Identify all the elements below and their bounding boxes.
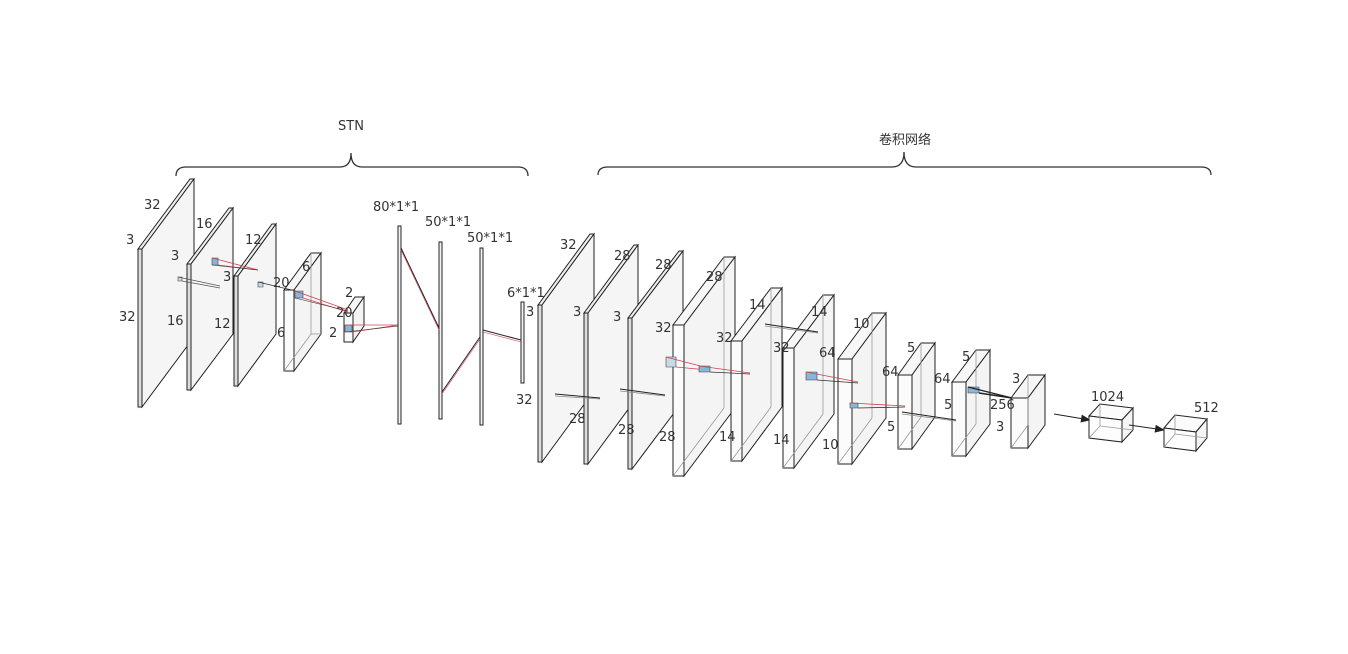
cnn-10-depth: 256 <box>990 398 1015 413</box>
stn-1-width: 32 <box>144 198 161 213</box>
cnn-6-height: 14 <box>773 433 790 448</box>
cnn-feature-map-10 <box>1010 373 1046 450</box>
cnn-1-kernel: 3 <box>573 305 581 320</box>
cnn-9-depth: 64 <box>934 372 951 387</box>
cnn-8-width: 5 <box>907 341 915 356</box>
fc-label-4: 6*1*1 <box>507 286 545 301</box>
stn-4-depth: 20 <box>273 276 290 291</box>
stn-2-kernel: 3 <box>223 270 231 285</box>
cnn-7-width: 10 <box>853 317 870 332</box>
dense-layer-1024 <box>1087 403 1135 444</box>
cnn-1-depth: 3 <box>526 305 534 320</box>
cnn-3-width: 28 <box>655 258 672 273</box>
stn-1-height: 32 <box>119 310 136 325</box>
stn-feature-map-2 <box>186 206 234 392</box>
cnn-5-depth: 32 <box>716 331 733 346</box>
stn-1-kernel: 3 <box>171 249 179 264</box>
cnn-feature-map-1 <box>537 232 595 464</box>
stn-fc-layers <box>397 225 525 426</box>
stn-5-width: 2 <box>345 286 353 301</box>
cnn-9-width: 5 <box>962 350 970 365</box>
stn-kernel-projections <box>177 257 400 333</box>
cnn-4-depth: 32 <box>655 321 672 336</box>
cnn-2-kernel: 3 <box>613 310 621 325</box>
stn-5-height: 2 <box>329 326 337 341</box>
stn-2-height: 16 <box>167 314 184 329</box>
cnn-10-height: 3 <box>996 420 1004 435</box>
cnn-label: 卷积网络 <box>879 132 931 148</box>
cnn-7-depth: 64 <box>819 346 836 361</box>
dense-layer-512 <box>1163 414 1208 453</box>
cnn-feature-map-8 <box>897 341 936 451</box>
cnn-4-height: 28 <box>659 430 676 445</box>
cnn-8-height: 5 <box>887 420 895 435</box>
stn-brace <box>175 152 529 177</box>
stn-3-height: 12 <box>214 317 231 332</box>
dense-arrow-2 <box>1128 424 1165 433</box>
cnn-3-height: 28 <box>618 423 635 438</box>
stn-1-depth: 3 <box>126 233 134 248</box>
cnn-2-height: 28 <box>569 412 586 427</box>
cnn-kernel-projections <box>554 323 1013 422</box>
stn-4-height: 6 <box>277 326 285 341</box>
cnn-feature-map-6 <box>781 293 836 470</box>
cnn-7-height: 10 <box>822 438 839 453</box>
cnn-feature-map-9 <box>951 348 991 458</box>
fc-label-3: 50*1*1 <box>467 231 513 246</box>
dense-label-1024: 1024 <box>1091 390 1124 405</box>
dense-arrow-1 <box>1053 413 1091 423</box>
cnn-9-height: 5 <box>944 398 952 413</box>
fc-label-2: 50*1*1 <box>425 215 471 230</box>
cnn-feature-map-7 <box>837 311 887 466</box>
stn-label: STN <box>338 119 364 134</box>
cnn-8-depth: 64 <box>882 365 899 380</box>
cnn-brace <box>597 151 1212 176</box>
cnn-5-height: 14 <box>719 430 736 445</box>
cnn-1-width: 32 <box>560 238 577 253</box>
cnn-6-width: 14 <box>811 305 828 320</box>
cnn-1-height: 32 <box>516 393 533 408</box>
stn-feature-map-3 <box>233 222 277 388</box>
stn-feature-map-4 <box>283 251 322 373</box>
stn-feature-map-1 <box>137 177 195 409</box>
stn-4-width: 6 <box>302 260 310 275</box>
cnn-6-depth: 32 <box>773 341 790 356</box>
fc-label-1: 80*1*1 <box>373 200 419 215</box>
cnn-5-width: 14 <box>749 298 766 313</box>
dense-label-512: 512 <box>1194 401 1219 416</box>
cnn-10-width: 3 <box>1012 372 1020 387</box>
cnn-feature-map-3 <box>626 249 685 471</box>
cnn-4-width: 28 <box>706 270 723 285</box>
stn-3-width: 12 <box>245 233 262 248</box>
stn-2-width: 16 <box>196 217 213 232</box>
cnn-2-width: 28 <box>614 249 631 264</box>
